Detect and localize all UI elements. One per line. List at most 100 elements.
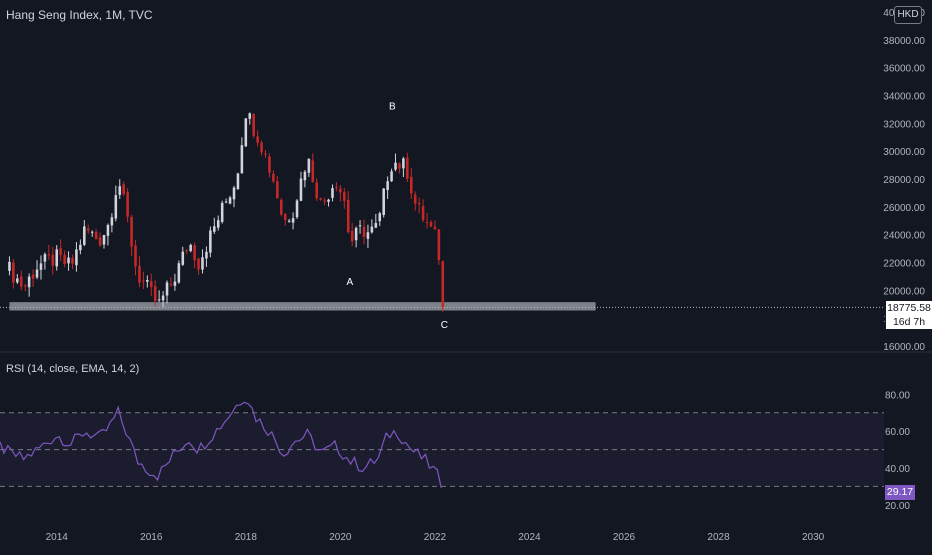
candle-body: [51, 254, 55, 266]
candle-body: [417, 203, 421, 205]
candle-body: [307, 158, 311, 173]
candle-body: [378, 213, 382, 222]
price-tick-label: 30000.00: [883, 147, 925, 158]
rsi-value-tag: 29.17: [885, 485, 915, 500]
currency-badge[interactable]: HKD: [894, 6, 922, 24]
candle-body: [12, 262, 15, 283]
candle-body: [343, 192, 346, 201]
candle-body: [8, 261, 11, 271]
candle-body: [323, 200, 326, 202]
candle-body: [142, 280, 145, 282]
symbol-title[interactable]: Hang Seng Index, 1M, TVC: [6, 8, 153, 22]
candle-body: [279, 199, 283, 215]
price-tick-label: 28000.00: [883, 175, 925, 186]
candle-body: [295, 200, 299, 218]
candle-body: [386, 181, 389, 190]
candle-body: [346, 199, 350, 233]
price-tick-label: 26000.00: [883, 203, 925, 214]
time-tick-label: 2014: [46, 532, 69, 543]
candle-body: [429, 222, 433, 227]
candle-body: [264, 153, 267, 155]
candle-body: [39, 263, 43, 270]
candle-body: [157, 299, 161, 301]
candle-body: [315, 182, 319, 199]
candle-body: [189, 244, 192, 252]
candle-body: [205, 251, 208, 259]
candle-body: [335, 186, 338, 188]
candle-body: [276, 181, 279, 199]
rsi-indicator-title[interactable]: RSI (14, close, EMA, 14, 2): [6, 363, 140, 375]
candle-body: [287, 220, 291, 222]
candle-body: [86, 228, 90, 231]
candle-body: [291, 218, 295, 223]
candle-body: [102, 234, 106, 245]
candle-body: [413, 194, 417, 204]
support-zone[interactable]: [9, 302, 596, 311]
rsi-tick-label: 80.00: [885, 390, 910, 401]
candle-body: [268, 156, 271, 173]
candle-body: [23, 285, 27, 287]
price-tick-label: 16000.00: [883, 342, 925, 353]
candle-body: [421, 206, 425, 221]
time-tick-label: 2030: [802, 532, 825, 543]
candle-body: [339, 188, 342, 193]
candle-body: [90, 231, 94, 233]
candle-body: [134, 245, 137, 267]
candle-body: [406, 157, 409, 179]
candle-body: [169, 283, 173, 285]
candle-body: [146, 279, 149, 282]
candle-body: [433, 226, 437, 230]
time-tick-label: 2024: [518, 532, 541, 543]
price-tick-label: 22000.00: [883, 259, 925, 270]
candle-body: [118, 186, 122, 195]
candle-body: [98, 237, 102, 246]
candle-body: [19, 276, 23, 287]
wave-label-b[interactable]: B: [389, 101, 396, 112]
candle-body: [394, 162, 397, 170]
candle-body: [350, 230, 354, 242]
candle-body: [327, 199, 330, 202]
time-tick-label: 2016: [140, 532, 163, 543]
wave-label-c[interactable]: C: [441, 320, 448, 331]
candle-body: [252, 114, 255, 136]
candle-body: [366, 232, 370, 239]
last-price-tag: 18775.58 16d 7h: [885, 300, 932, 330]
candle-body: [193, 245, 196, 261]
candle-body: [402, 158, 405, 169]
candle-body: [130, 216, 133, 247]
candle-body: [311, 160, 315, 182]
candle-body: [283, 213, 287, 220]
time-tick-label: 2018: [235, 532, 258, 543]
rsi-line: [0, 401, 442, 489]
candle-body: [83, 226, 86, 245]
candle-body: [256, 136, 259, 143]
candle-body: [43, 254, 47, 262]
candle-body: [67, 257, 70, 264]
candle-body: [177, 263, 181, 283]
candle-body: [173, 281, 177, 286]
price-tick-label: 34000.00: [883, 92, 925, 103]
candle-body: [232, 187, 236, 200]
candle-body: [27, 276, 31, 288]
candle-body: [220, 202, 224, 222]
wave-label-a[interactable]: A: [346, 277, 353, 288]
last-price-value: 18775.58: [887, 302, 931, 314]
candle-body: [149, 281, 153, 287]
candle-body: [299, 178, 303, 201]
bar-countdown: 16d 7h: [892, 316, 926, 328]
candle-body: [319, 198, 322, 200]
price-tick-label: 32000.00: [883, 119, 925, 130]
candle-body: [409, 176, 413, 194]
candle-body: [441, 261, 445, 308]
candle-body: [398, 163, 401, 169]
time-tick-label: 2026: [613, 532, 636, 543]
candle-body: [224, 201, 228, 203]
time-tick-label: 2028: [707, 532, 730, 543]
candle-body: [47, 254, 51, 256]
candle-body: [79, 244, 82, 251]
candle-body: [240, 145, 244, 174]
candle-body: [55, 249, 59, 267]
candle-body: [75, 249, 78, 266]
